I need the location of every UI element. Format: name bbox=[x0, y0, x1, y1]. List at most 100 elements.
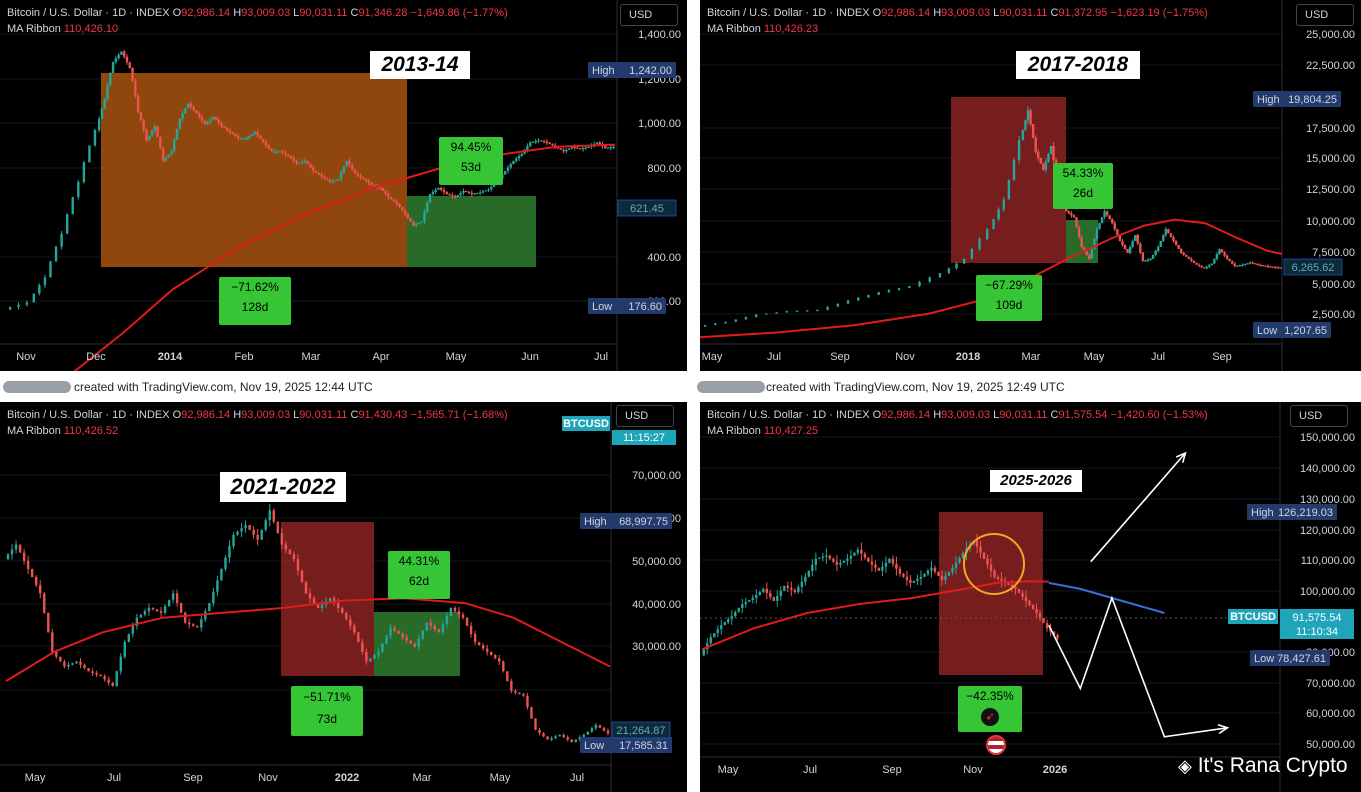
candle-body bbox=[962, 258, 966, 264]
candle-body bbox=[565, 149, 568, 152]
candle-body bbox=[919, 576, 923, 579]
y-tick-label: 50,000.00 bbox=[1306, 739, 1355, 751]
candle-body bbox=[884, 562, 888, 567]
candle-body bbox=[1070, 213, 1073, 216]
candle-body bbox=[167, 154, 170, 158]
candle-body bbox=[1028, 600, 1031, 605]
candle-body bbox=[1251, 262, 1254, 264]
candle-body bbox=[912, 580, 916, 583]
candle-body bbox=[453, 607, 457, 612]
candle-body bbox=[811, 564, 814, 571]
candle-body bbox=[192, 624, 195, 626]
candle-body bbox=[203, 120, 207, 125]
candle-body bbox=[296, 559, 300, 571]
candle-body bbox=[723, 622, 726, 626]
candle-body bbox=[63, 661, 66, 667]
candle-body bbox=[273, 151, 276, 153]
arrow-head bbox=[1217, 723, 1230, 735]
candle-body bbox=[856, 549, 860, 553]
candle-body bbox=[328, 598, 332, 602]
candle-body bbox=[1159, 241, 1162, 247]
candle-body bbox=[448, 193, 451, 196]
range-zone bbox=[281, 522, 374, 676]
candle-body bbox=[779, 590, 783, 596]
candle-body bbox=[1067, 211, 1071, 214]
currency-button[interactable]: USD bbox=[616, 405, 674, 427]
drawdown-pct: −67.29% bbox=[985, 278, 1033, 292]
ma-ribbon-legend[interactable]: MA Ribbon 110,426.23 bbox=[707, 23, 818, 35]
candle-body bbox=[120, 51, 123, 55]
candle-body bbox=[958, 557, 961, 563]
candle-body bbox=[309, 164, 312, 168]
candle-body bbox=[542, 733, 545, 737]
candle-body bbox=[604, 146, 607, 148]
candle-body bbox=[1233, 263, 1236, 266]
candle-body bbox=[164, 157, 168, 161]
candle-body bbox=[323, 176, 326, 179]
y-tick-label: 50,000.00 bbox=[632, 556, 681, 568]
candle-body bbox=[916, 578, 919, 581]
candle-body bbox=[1095, 229, 1099, 240]
candle-body bbox=[245, 138, 248, 140]
candle-body bbox=[978, 239, 981, 249]
x-tick-label: Feb bbox=[235, 351, 254, 363]
candle-body bbox=[178, 118, 182, 129]
close-value: 91,575.54 bbox=[1058, 409, 1108, 421]
ma-ribbon-legend[interactable]: MA Ribbon 110,427.25 bbox=[707, 425, 818, 437]
candle-body bbox=[421, 630, 424, 639]
candle-body bbox=[459, 192, 462, 196]
candle-body bbox=[295, 160, 298, 164]
candle-body bbox=[1261, 265, 1265, 267]
candle-body bbox=[156, 126, 159, 137]
symbol-label: Bitcoin / U.S. Dollar · 1D · INDEX bbox=[707, 409, 870, 421]
candle-body bbox=[806, 310, 809, 312]
candle-body bbox=[420, 221, 423, 223]
candle-body bbox=[503, 171, 507, 175]
x-tick-label: May bbox=[1084, 351, 1105, 363]
candle-body bbox=[1052, 145, 1055, 160]
candle-body bbox=[1276, 267, 1280, 269]
ma-ribbon-legend[interactable]: MA Ribbon 110,426.52 bbox=[7, 425, 118, 437]
candle-body bbox=[125, 56, 129, 63]
candle-body bbox=[345, 160, 348, 167]
ribbon-label: MA Ribbon bbox=[7, 23, 61, 35]
candle-body bbox=[131, 625, 135, 634]
candle-body bbox=[1274, 267, 1277, 269]
currency-button[interactable]: USD bbox=[1296, 4, 1354, 26]
candle-body bbox=[790, 587, 793, 590]
drawdown-box: −67.29% 109d bbox=[976, 275, 1042, 321]
projected-ma-line bbox=[1048, 581, 1165, 614]
symbol-label: Bitcoin / U.S. Dollar · 1D · INDEX bbox=[7, 409, 170, 421]
candle-body bbox=[159, 136, 162, 149]
tag-label: Low bbox=[592, 301, 612, 313]
candle-body bbox=[986, 558, 989, 565]
candle-body bbox=[377, 651, 380, 656]
candle-body bbox=[606, 147, 610, 149]
candle-body bbox=[996, 576, 1000, 579]
currency-button[interactable]: USD bbox=[1290, 405, 1348, 427]
candle-body bbox=[992, 219, 995, 230]
candle-body bbox=[1088, 254, 1091, 259]
candle-body bbox=[173, 139, 176, 152]
candle-body bbox=[200, 619, 203, 628]
candle-body bbox=[1002, 199, 1005, 210]
x-tick-label: May bbox=[25, 772, 46, 784]
candle-body bbox=[406, 214, 410, 218]
tag-label: Low bbox=[1254, 653, 1274, 665]
candle-body bbox=[566, 737, 569, 740]
candle-body bbox=[765, 313, 768, 315]
candle-body bbox=[1007, 179, 1011, 200]
ma-ribbon-legend[interactable]: MA Ribbon 110,426.10 bbox=[7, 23, 118, 35]
candle-body bbox=[145, 130, 148, 141]
candle-body bbox=[1098, 223, 1101, 230]
currency-button[interactable]: USD bbox=[620, 4, 678, 26]
candle-body bbox=[276, 521, 279, 534]
candle-body bbox=[439, 187, 443, 190]
y-tick-label: 800.00 bbox=[647, 163, 681, 175]
candle-body bbox=[470, 192, 473, 195]
symbol-tag-name: BTCUSD bbox=[563, 418, 609, 430]
candle-body bbox=[196, 625, 199, 628]
candle-body bbox=[300, 570, 304, 582]
y-tick-label: 120,000.00 bbox=[1300, 525, 1355, 537]
candle-body bbox=[357, 632, 360, 643]
